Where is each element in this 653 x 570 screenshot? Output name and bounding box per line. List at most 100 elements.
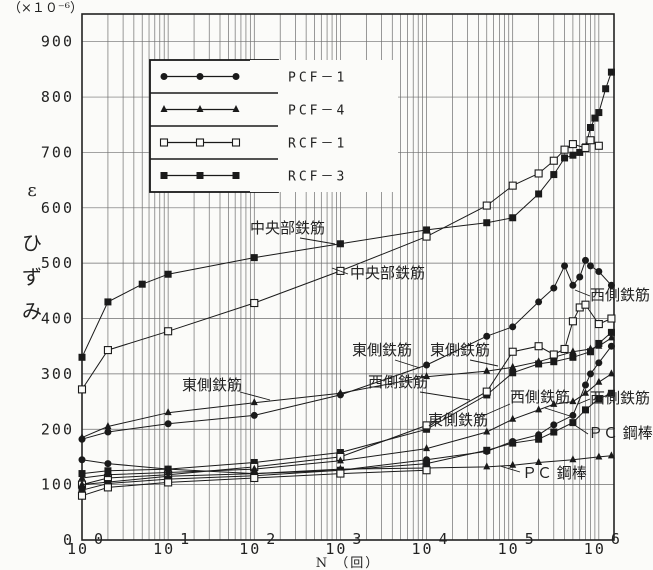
x-tick-label: 10 [67, 540, 89, 558]
annotation-label: 東側鉄筋 [428, 411, 488, 429]
data-point [164, 471, 172, 479]
x-tick-exponent: 5 [525, 530, 536, 548]
annotation-leader [575, 425, 589, 435]
data-point [550, 421, 558, 429]
data-point [104, 428, 112, 436]
data-point [104, 421, 112, 429]
data-point [483, 332, 491, 340]
data-point [483, 366, 491, 374]
x-axis-label: N （回） [316, 556, 381, 570]
annotation-label: 東側鉄筋 [430, 341, 490, 359]
data-point [586, 124, 594, 132]
data-point [607, 314, 616, 323]
annotation-leader [331, 267, 349, 275]
data-point [591, 114, 599, 122]
data-point [508, 347, 517, 356]
data-point [581, 388, 589, 396]
data-point [607, 389, 615, 397]
data-point [483, 462, 491, 470]
x-tick-exponent: 2 [266, 530, 277, 548]
annotation-label: 西側鉄筋 [368, 373, 428, 391]
data-point [607, 281, 615, 289]
data-point [509, 214, 517, 222]
data-point [104, 298, 112, 306]
annotation-leader [299, 237, 336, 245]
data-point [78, 480, 86, 488]
data-point [104, 470, 112, 478]
y-tick-label: 300 [41, 365, 74, 383]
data-point [336, 449, 344, 457]
data-point [607, 328, 615, 336]
y-tick-label: 200 [41, 420, 74, 438]
x-tick-label: 10 [325, 540, 347, 558]
data-point [569, 397, 577, 405]
data-point [138, 280, 146, 288]
data-point [250, 298, 259, 308]
data-point [576, 148, 584, 156]
legend-label: RCF－3 [288, 170, 347, 185]
data-point [595, 359, 603, 367]
data-point [78, 353, 86, 361]
data-point [569, 281, 577, 289]
annotation-label: ＰＣ 鋼棒 [588, 424, 653, 442]
data-point [607, 68, 615, 76]
legend-label: RCF－1 [288, 137, 347, 152]
data-point [164, 478, 173, 487]
data-point [164, 420, 172, 428]
data-point [336, 469, 345, 478]
data-point [250, 458, 258, 466]
y-tick-label: 500 [41, 254, 74, 272]
data-point [423, 444, 431, 452]
annotation-label: 東側鉄筋 [182, 376, 242, 394]
data-point [78, 433, 86, 441]
data-point [607, 342, 615, 350]
data-point [595, 377, 603, 385]
annotation-leader [574, 289, 591, 297]
data-point [581, 381, 589, 389]
data-point [550, 428, 558, 436]
data-point [586, 348, 594, 356]
annotation-leader [419, 391, 471, 401]
data-point [549, 350, 558, 359]
annotation-label: 西側鉄筋 [590, 286, 650, 304]
data-point [231, 138, 241, 147]
data-point [423, 372, 431, 380]
data-point [232, 172, 240, 179]
data-point [196, 105, 204, 112]
data-point [569, 347, 577, 355]
data-point [250, 398, 258, 406]
data-point [509, 414, 517, 422]
data-point [581, 300, 590, 309]
data-point [568, 140, 577, 149]
data-point [560, 145, 569, 154]
data-point [569, 455, 577, 463]
data-point [159, 138, 169, 147]
annotation-label: 中央部鉄筋 [250, 219, 325, 237]
axes: 0100200300400500600700800900100101102103… [8, 1, 622, 570]
data-point [569, 151, 577, 159]
annotation-leader [544, 407, 571, 417]
data-point [336, 456, 344, 464]
data-point [535, 360, 543, 368]
data-point [550, 358, 558, 366]
data-point [595, 109, 603, 117]
data-point [482, 201, 491, 210]
data-point [482, 387, 491, 396]
y-tick-label: 400 [41, 310, 74, 328]
data-point [595, 267, 603, 275]
x-tick-exponent: 1 [180, 530, 191, 548]
annotation-leader [499, 465, 521, 473]
data-point [594, 141, 603, 150]
data-point [422, 421, 431, 430]
data-point [581, 256, 589, 264]
annotation-leader [577, 398, 591, 405]
x-tick-exponent: 6 [611, 530, 622, 548]
data-point [535, 405, 543, 413]
plot-frame [81, 13, 615, 541]
data-point [508, 181, 517, 190]
x-tick-label: 10 [584, 540, 606, 558]
data-point [77, 385, 87, 394]
data-point [423, 226, 431, 234]
x-tick-exponent: 3 [352, 530, 363, 548]
